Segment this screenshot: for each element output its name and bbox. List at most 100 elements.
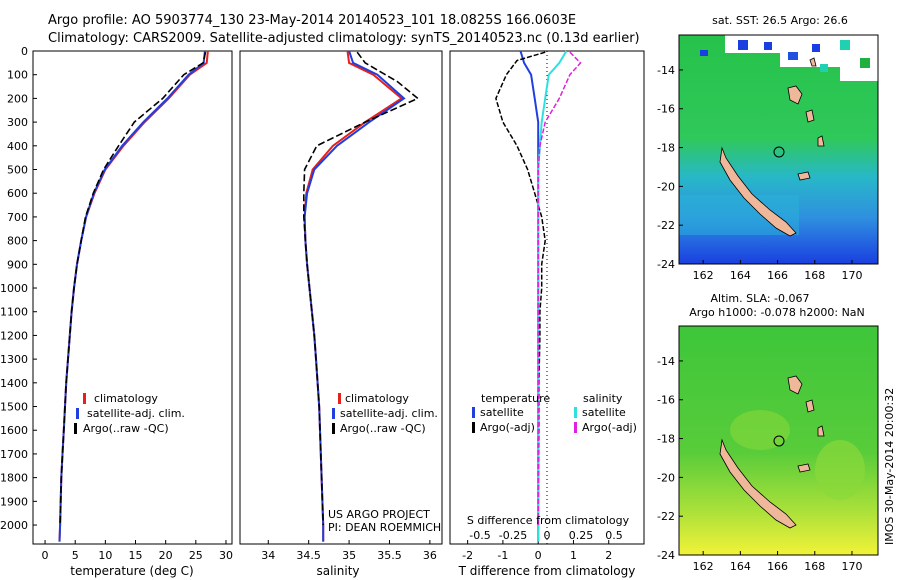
- legend-swatch-s-satellite: [574, 407, 577, 418]
- legend-label-s-satellite: satellite: [582, 406, 626, 419]
- x-tick-label: 36: [423, 549, 437, 562]
- series-line-salinity-argo-adj-: [537, 51, 582, 525]
- x-tick-label: 25: [189, 549, 203, 562]
- legend-swatch-climatology: [338, 393, 341, 404]
- map-x-tick-label: 166: [767, 560, 788, 573]
- sla-feature: [730, 410, 790, 450]
- map-y-tick-label: -18: [657, 142, 675, 155]
- map-y-tick-label: -22: [657, 219, 675, 232]
- project-note: US ARGO PROJECT: [328, 508, 430, 521]
- map-y-tick-label: -24: [657, 258, 675, 271]
- temperature-panel: 0100200300400500600700800900100011001200…: [0, 45, 233, 578]
- x-tick-label: 0: [42, 549, 49, 562]
- legend-label-s-argo: Argo(-adj): [582, 421, 637, 434]
- depth-tick-label: 100: [7, 69, 28, 82]
- difference-xlabel: T difference from climatology: [458, 564, 636, 578]
- depth-tick-label: 2000: [0, 519, 28, 532]
- series-line-temperature-satellite: [519, 50, 540, 542]
- depth-tick-label: 1800: [0, 472, 28, 485]
- x-tick-label: 10: [98, 549, 112, 562]
- argo-location-marker: [773, 146, 785, 158]
- s-tick-4: 0.25: [569, 529, 594, 542]
- temperature-xlabel: temperature (deg C): [70, 564, 193, 578]
- salinity-xlabel: salinity: [316, 564, 359, 578]
- new-caledonia-island: [719, 57, 825, 237]
- s-tick-2: -0.25: [499, 529, 527, 542]
- x-tick-label: 34.5: [296, 549, 321, 562]
- map-x-tick-label: 162: [693, 269, 714, 282]
- x-tick-label: 20: [159, 549, 173, 562]
- map-y-tick-label: -20: [657, 180, 675, 193]
- x-tick-label: 30: [219, 549, 233, 562]
- depth-tick-label: 400: [7, 140, 28, 153]
- new-caledonia-island-2: [719, 375, 825, 529]
- map-x-tick-label: 162: [693, 560, 714, 573]
- legend-label-satellite: satellite-adj. clim.: [87, 407, 185, 420]
- x-tick-label: 1: [570, 549, 577, 562]
- header-line-1: Argo profile: AO 5903774_130 23-May-2014…: [48, 13, 576, 28]
- series-line-satellite-adj-clim-: [303, 50, 406, 542]
- legend-swatch-t-argo: [472, 422, 475, 433]
- sla-map: Altim. SLA: -0.067 Argo h1000: -0.078 h2…: [657, 292, 879, 573]
- depth-tick-label: 1500: [0, 401, 28, 414]
- depth-tick-label: 0: [21, 45, 28, 58]
- temperature-legend: climatology satellite-adj. clim. Argo(..…: [74, 392, 185, 435]
- argo-location-marker-2: [773, 435, 785, 447]
- series-line-climatology: [58, 50, 209, 542]
- map-y-tick-label: -16: [657, 394, 675, 407]
- sst-map: sat. SST: 26.5 Argo: 26.6 -14-16-1: [657, 14, 879, 282]
- difference-axes-frame: [449, 50, 645, 545]
- depth-tick-label: 1600: [0, 424, 28, 437]
- map-x-tick-label: 166: [767, 269, 788, 282]
- series-line-climatology: [303, 50, 404, 542]
- legend-swatch-t-satellite: [472, 407, 475, 418]
- legend-swatch-satellite: [332, 408, 335, 419]
- x-tick-label: 35: [342, 549, 356, 562]
- salinity-panel: 34 34.5 35 35.5 36 salinity climatology sate…: [239, 50, 443, 578]
- legend-swatch-argo: [332, 423, 335, 434]
- s-difference-label: S difference from climatology: [467, 514, 630, 527]
- depth-tick-label: 700: [7, 211, 28, 224]
- legend-label-argo: Argo(..raw -QC): [340, 422, 426, 435]
- map-y-tick-label: -20: [657, 471, 675, 484]
- sla-map-title-1: Altim. SLA: -0.067: [710, 292, 809, 305]
- depth-tick-label: 1900: [0, 495, 28, 508]
- sla-map-title-2: Argo h1000: -0.078 h2000: NaN: [689, 306, 865, 319]
- x-tick-label: 2: [605, 549, 612, 562]
- timestamp-stamp: IMOS 30-May-2014 20:00:32: [883, 388, 896, 545]
- x-tick-label: 35.5: [377, 549, 402, 562]
- sst-map-title: sat. SST: 26.5 Argo: 26.6: [712, 14, 848, 27]
- depth-tick-label: 1300: [0, 353, 28, 366]
- difference-legend: temperature salinity satellite Argo(-adj…: [472, 392, 637, 434]
- depth-tick-label: 300: [7, 116, 28, 129]
- x-tick-label: 5: [72, 549, 79, 562]
- depth-tick-label: 800: [7, 235, 28, 248]
- map-x-tick-label: 170: [841, 560, 862, 573]
- legend-title-temperature: temperature: [481, 392, 550, 405]
- temperature-axes-frame: [32, 50, 233, 545]
- legend-label-t-satellite: satellite: [480, 406, 524, 419]
- legend-label-t-argo: Argo(-adj): [480, 421, 535, 434]
- series-line-argo-raw-qc-: [302, 51, 420, 526]
- depth-tick-label: 600: [7, 187, 28, 200]
- s-tick-5: 0.5: [605, 529, 623, 542]
- x-tick-label: 0: [535, 549, 542, 562]
- difference-panel: -2 -1 0 1 2 T difference from climatology S …: [449, 50, 645, 578]
- x-tick-label: -2: [462, 549, 473, 562]
- map-y-tick-label: -18: [657, 433, 675, 446]
- map-x-tick-label: 164: [730, 560, 751, 573]
- map-x-tick-label: 170: [841, 269, 862, 282]
- x-tick-label: 34: [261, 549, 275, 562]
- map-x-tick-label: 164: [730, 269, 751, 282]
- depth-tick-label: 500: [7, 164, 28, 177]
- x-tick-label: 15: [129, 549, 143, 562]
- sst-cloud-gaps: [700, 35, 878, 81]
- legend-swatch-argo: [74, 423, 77, 434]
- salinity-legend: climatology satellite-adj. clim. Argo(..…: [332, 392, 438, 435]
- legend-swatch-satellite: [76, 408, 79, 419]
- legend-swatch-climatology: [83, 393, 86, 404]
- map-y-tick-label: -14: [657, 64, 675, 77]
- legend-title-salinity: salinity: [583, 392, 623, 405]
- s-tick-1: -0.5: [469, 529, 490, 542]
- legend-label-climatology: climatology: [94, 392, 158, 405]
